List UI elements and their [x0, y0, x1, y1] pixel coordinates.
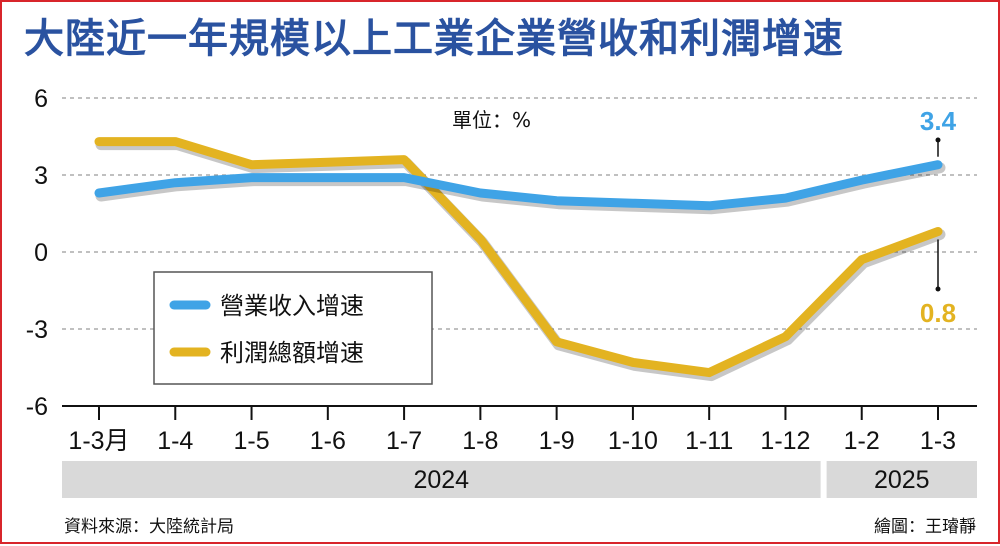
- x-axis-ticks: 1-3月 1-4 1-5 1-6 1-7 1-8 1-9 1-10 1-11 1-12 1-2 1-3: [68, 406, 956, 455]
- x-tick-label: 1-3: [920, 427, 956, 455]
- y-tick-label: 3: [34, 162, 48, 190]
- legend-label-profit: 利潤總額增速: [220, 339, 364, 367]
- x-tick-label: 1-2: [844, 427, 880, 455]
- year-band-cell: [826, 461, 977, 498]
- x-tick-label: 1-5: [233, 427, 269, 455]
- series-line: [94, 160, 943, 211]
- x-tick-label: 1-7: [386, 427, 422, 455]
- end-label-profit: 0.8: [920, 298, 956, 328]
- legend: 營業收入增速 利潤總額增速: [153, 271, 433, 385]
- x-tick-label: 1-11: [685, 427, 733, 455]
- y-tick-label: -3: [26, 316, 48, 344]
- x-tick-label: 1-12: [760, 427, 810, 455]
- x-tick-label: 1-10: [608, 427, 658, 455]
- y-tick-label: 0: [34, 239, 48, 267]
- x-tick-label: 1-3月: [68, 427, 129, 455]
- year-label: 2025: [874, 466, 930, 494]
- year-band: 2024 2025: [62, 461, 977, 498]
- x-tick-label: 1-4: [157, 427, 193, 455]
- leader-dot: [935, 137, 941, 143]
- y-axis-ticks: 6 3 0 -3 -6: [26, 85, 48, 421]
- legend-box: [153, 271, 433, 385]
- unit-label: 單位：%: [452, 108, 531, 132]
- legend-label-revenue: 營業收入增速: [220, 292, 364, 320]
- year-label: 2024: [413, 466, 469, 494]
- leader-dot: [935, 286, 941, 292]
- series-line: [94, 137, 943, 378]
- end-label-revenue: 3.4: [920, 106, 957, 136]
- year-band-cell: [62, 461, 821, 498]
- x-tick-label: 1-8: [462, 427, 498, 455]
- y-tick-label: 6: [34, 85, 48, 113]
- end-labels: 3.4 0.8: [920, 106, 957, 328]
- x-tick-label: 1-6: [310, 427, 346, 455]
- credit-note: 繪圖：王璿靜: [874, 517, 976, 537]
- series-lines: [94, 137, 946, 382]
- chart-title: 大陸近一年規模以上工業企業營收和利潤增速: [24, 16, 844, 62]
- x-tick-label: 1-9: [539, 427, 575, 455]
- source-note: 資料來源：大陸統計局: [64, 517, 234, 537]
- y-tick-label: -6: [26, 393, 48, 421]
